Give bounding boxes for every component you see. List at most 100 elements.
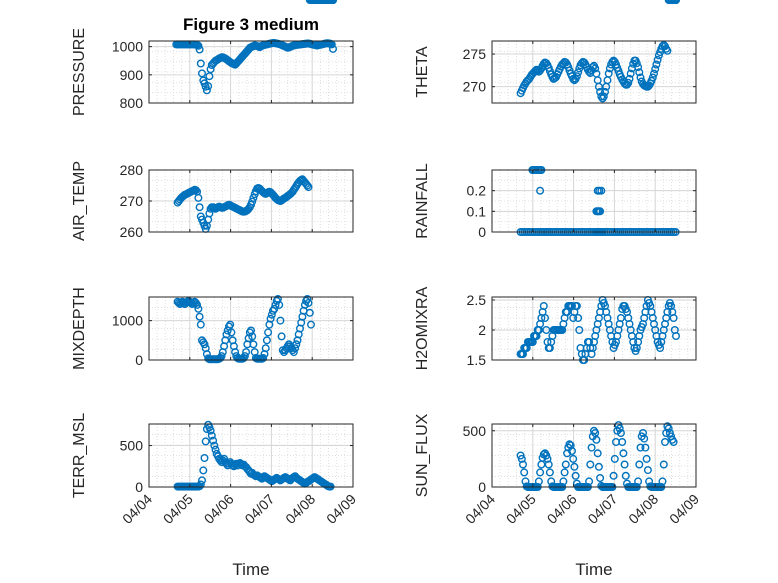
- data-point: [259, 354, 268, 363]
- data-point: [574, 68, 583, 77]
- data-point: [210, 441, 219, 450]
- data-point: [262, 336, 271, 345]
- data-point: [216, 456, 225, 465]
- data-point: [199, 466, 208, 475]
- data-point: [596, 207, 605, 216]
- figure-title: Figure 3 medium: [183, 15, 319, 34]
- data-point: [659, 460, 668, 469]
- data-point: [597, 186, 606, 195]
- data-point: [194, 193, 203, 202]
- y-tick-label: 0.2: [467, 183, 487, 199]
- y-tick-label: 1.5: [467, 352, 487, 368]
- data-point: [664, 424, 673, 433]
- data-point: [248, 197, 257, 206]
- data-point: [643, 466, 652, 475]
- y-tick-label: 1000: [112, 313, 143, 329]
- subplot-2: 270 275 THETA: [414, 0, 697, 104]
- y-tick-label: 1000: [112, 39, 143, 55]
- data-point: [659, 40, 668, 49]
- x-tick-label: 04/06: [544, 491, 580, 527]
- data-point: [569, 454, 578, 463]
- data-point: [570, 76, 579, 85]
- y-axis-label: PRESSURE: [71, 28, 88, 116]
- data-point: [207, 431, 216, 440]
- y-tick-label: 800: [120, 95, 144, 111]
- y-axis-label: THETA: [414, 46, 431, 98]
- data-point: [636, 443, 645, 452]
- data-point: [242, 348, 251, 357]
- data-point: [599, 92, 608, 101]
- y-axis-label: H2OMIXRA: [414, 286, 431, 370]
- axes-box: [491, 40, 697, 104]
- data-point: [620, 460, 629, 469]
- data-point: [277, 332, 286, 341]
- data-point: [621, 471, 630, 480]
- data-point: [634, 63, 643, 72]
- data-point: [275, 300, 284, 309]
- data-point: [616, 314, 625, 323]
- data-point: [568, 447, 577, 456]
- data-point: [596, 474, 605, 483]
- data-point: [566, 441, 575, 450]
- x-tick-label: 04/09: [323, 491, 359, 527]
- data-point: [206, 426, 215, 435]
- data-point: [542, 326, 551, 335]
- data-point: [625, 74, 634, 83]
- data-point: [635, 68, 644, 77]
- data-point: [536, 186, 545, 195]
- axes-box: [148, 423, 354, 488]
- data-point: [197, 476, 206, 485]
- y-tick-label: 260: [120, 224, 144, 240]
- x-tick-label: 04/08: [625, 491, 661, 527]
- data-point: [191, 186, 200, 195]
- data-point: [642, 454, 651, 463]
- data-point: [534, 477, 543, 486]
- data-point: [594, 462, 603, 471]
- data-point: [672, 0, 680, 4]
- data-point: [661, 438, 670, 447]
- data-point: [517, 454, 526, 463]
- data-point: [291, 344, 300, 353]
- data-point: [329, 44, 338, 53]
- data-point: [618, 438, 627, 447]
- data-point: [303, 181, 312, 190]
- y-tick-label: 0.1: [467, 203, 487, 219]
- x-tick-label: 04/08: [282, 491, 318, 527]
- subplot-3: 260 270 280 AIR_TEMP: [71, 0, 354, 241]
- data-point: [604, 69, 613, 78]
- x-axis-label-left: Time: [232, 560, 269, 579]
- data-point: [270, 304, 279, 313]
- data-point: [195, 45, 204, 54]
- x-tick-label: 04/05: [160, 491, 196, 527]
- data-point: [560, 468, 569, 477]
- data-point: [641, 443, 650, 452]
- data-point: [539, 302, 548, 311]
- y-tick-label: 0: [478, 479, 486, 495]
- data-point: [634, 477, 643, 486]
- data-point: [669, 314, 678, 323]
- data-point: [545, 468, 554, 477]
- subplot-6: 1.5 2 2.5 H2OMIXRA: [414, 286, 697, 370]
- data-point: [227, 328, 236, 337]
- y-axis-label: SUN_FLUX: [414, 413, 431, 497]
- y-axis-label: AIR_TEMP: [71, 161, 88, 241]
- y-axis-label: MIXDEPTH: [71, 287, 88, 370]
- data-point: [615, 424, 624, 433]
- data-point: [519, 460, 528, 469]
- data-point: [619, 449, 628, 458]
- data-point: [635, 460, 644, 469]
- x-tick-label: 04/07: [241, 491, 277, 527]
- data-point: [217, 352, 226, 361]
- data-point: [586, 460, 595, 469]
- data-point: [639, 429, 648, 438]
- data-point: [672, 332, 681, 341]
- y-axis-label: RAINFALL: [414, 163, 431, 239]
- data-point: [572, 72, 581, 81]
- data-point: [669, 438, 678, 447]
- data-point: [610, 454, 619, 463]
- data-point: [536, 468, 545, 477]
- data-point: [211, 445, 220, 454]
- subplot-1: 800 900 1000 PRESSURE: [71, 28, 354, 116]
- data-point: [585, 477, 594, 486]
- data-point: [249, 340, 258, 349]
